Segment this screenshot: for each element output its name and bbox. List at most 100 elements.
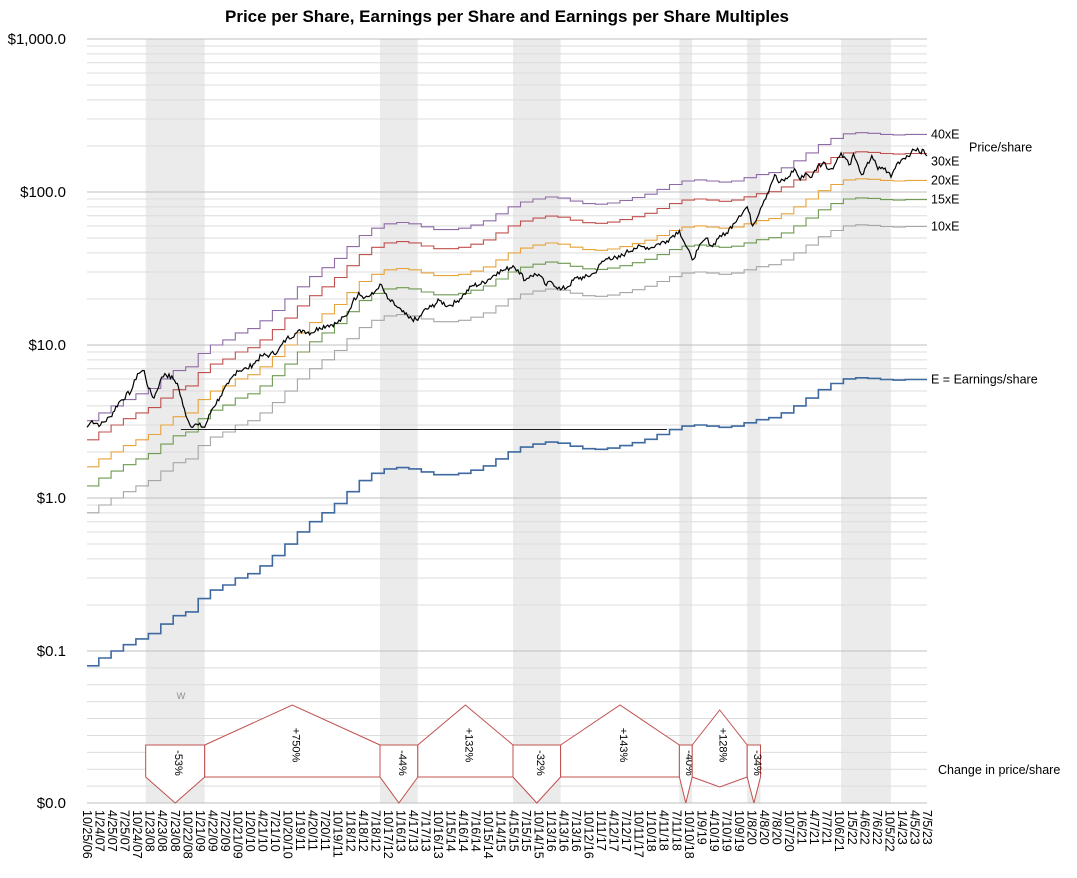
x-tick-label: 1/20/10 bbox=[243, 810, 257, 852]
x-tick-label: 4/15/15 bbox=[506, 810, 520, 852]
change-annotation-5: +143% bbox=[560, 704, 680, 778]
series-label-15xE: 15xE bbox=[931, 193, 960, 207]
series-line-30xE bbox=[87, 151, 927, 441]
x-tick-label: 4/13/16 bbox=[556, 810, 570, 852]
x-tick-label: 1/23/08 bbox=[143, 810, 157, 852]
x-tick-label: 1/21/09 bbox=[193, 810, 207, 852]
series-line-40xE bbox=[87, 132, 927, 422]
x-tick-label: 4/8/20 bbox=[757, 810, 771, 845]
x-tick-label: 4/10/19 bbox=[707, 810, 721, 852]
change-annotation-1: +750% bbox=[204, 704, 381, 778]
series-line-10xE bbox=[87, 224, 927, 514]
x-tick-label: 10/20/10 bbox=[281, 810, 295, 859]
x-tick-label: 4/16/14 bbox=[456, 810, 470, 852]
change-annotation-2: -44% bbox=[379, 744, 419, 804]
x-axis-labels: 10/25/061/24/074/25/077/25/0710/24/071/2… bbox=[80, 810, 934, 859]
x-tick-label: 4/22/09 bbox=[205, 810, 219, 852]
change-label: -53% bbox=[172, 750, 184, 776]
x-tick-label: 7/18/12 bbox=[368, 810, 382, 852]
x-tick-label: 7/12/17 bbox=[619, 810, 633, 852]
change-label: -44% bbox=[396, 750, 408, 776]
x-tick-label: 1/15/14 bbox=[444, 810, 458, 852]
x-tick-label: 7/8/20 bbox=[770, 810, 784, 845]
y-tick-label: $100.0 bbox=[20, 184, 66, 201]
change-arrow bbox=[379, 744, 419, 804]
x-tick-label: 10/16/13 bbox=[431, 810, 445, 859]
changes-caption: Change in price/share bbox=[938, 763, 1060, 777]
x-tick-label: 1/6/21 bbox=[795, 810, 809, 845]
x-tick-label: 1/19/11 bbox=[293, 810, 307, 851]
change-label: -34% bbox=[751, 750, 763, 776]
change-label: +750% bbox=[289, 728, 301, 763]
change-annotation-8: -34% bbox=[746, 744, 763, 804]
change-annotation-4: -32% bbox=[512, 744, 562, 804]
x-tick-label: 1/16/13 bbox=[393, 810, 407, 852]
series-label-earnings: E = Earnings/share bbox=[931, 373, 1038, 387]
x-tick-label: 4/12/17 bbox=[607, 810, 621, 852]
series-label-40xE: 40xE bbox=[931, 127, 960, 141]
series-line-15xE bbox=[87, 197, 927, 487]
shaded-period-1 bbox=[380, 39, 418, 803]
x-tick-label: 4/18/12 bbox=[356, 810, 370, 852]
y-tick-label-bottom: $0.0 bbox=[37, 795, 66, 812]
x-tick-label: 7/13/16 bbox=[569, 810, 583, 852]
x-tick-label: 7/15/15 bbox=[519, 810, 533, 852]
x-tick-label: 7/5/23 bbox=[920, 810, 934, 845]
x-tick-label: 10/7/20 bbox=[782, 810, 796, 852]
series bbox=[86, 132, 928, 667]
x-tick-label: 10/15/14 bbox=[481, 810, 495, 859]
x-tick-label: 4/21/10 bbox=[256, 810, 270, 852]
change-label: -32% bbox=[534, 750, 546, 776]
x-tick-label: 1/5/22 bbox=[845, 810, 859, 845]
change-annotation-3: +132% bbox=[417, 704, 514, 778]
x-tick-label: 7/10/19 bbox=[719, 810, 733, 852]
x-tick-label: 10/24/07 bbox=[130, 810, 144, 859]
x-tick-label: 4/6/22 bbox=[857, 810, 871, 845]
x-tick-label: 1/13/16 bbox=[544, 810, 558, 852]
change-arrow bbox=[145, 744, 206, 804]
x-tick-label: 7/17/13 bbox=[419, 810, 433, 852]
x-tick-label: 10/17/12 bbox=[381, 810, 395, 859]
y-tick-label: $0.1 bbox=[37, 643, 66, 660]
x-tick-label: 10/11/17 bbox=[632, 810, 646, 858]
x-tick-label: 1/18/12 bbox=[343, 810, 357, 852]
x-tick-label: 1/8/20 bbox=[744, 810, 758, 845]
x-tick-label: 10/5/22 bbox=[882, 810, 896, 852]
series-label-20xE: 20xE bbox=[931, 173, 960, 187]
change-label: +128% bbox=[717, 728, 729, 763]
series-labels: 40xE 30xE 20xE 15xE 10xE E = Earnings/share Pr… bbox=[931, 127, 1038, 386]
x-tick-label: 7/23/08 bbox=[168, 810, 182, 852]
change-label: +132% bbox=[462, 728, 474, 763]
series-label-price: Price/share bbox=[969, 141, 1032, 155]
shaded-period-2 bbox=[513, 39, 561, 803]
series-label-30xE: 30xE bbox=[931, 155, 960, 169]
series-line-price bbox=[86, 147, 928, 429]
x-tick-label: 7/7/21 bbox=[820, 810, 834, 845]
x-tick-label: 10/9/19 bbox=[732, 810, 746, 852]
x-tick-label: 4/7/21 bbox=[807, 810, 821, 845]
x-tick-label: 7/22/09 bbox=[218, 810, 232, 852]
series-line-20xE bbox=[87, 178, 927, 468]
x-tick-label: 7/6/22 bbox=[870, 810, 884, 845]
change-arrow bbox=[678, 744, 693, 804]
x-tick-label: 10/12/16 bbox=[581, 810, 595, 859]
x-tick-label: 1/11/17 bbox=[594, 810, 608, 851]
x-tick-label: 10/19/11 bbox=[331, 810, 345, 858]
x-tick-label: 4/23/08 bbox=[155, 810, 169, 852]
x-tick-label: 1/10/18 bbox=[644, 810, 658, 852]
x-tick-label: 7/21/10 bbox=[268, 810, 282, 852]
x-tick-label: 10/25/06 bbox=[80, 810, 94, 859]
x-tick-label: 4/11/18 bbox=[657, 810, 671, 851]
shaded-period-3 bbox=[679, 39, 693, 803]
y-axis-labels: $1,000.0 $100.0 $10.0 $1.0 $0.1 $0.0 bbox=[8, 31, 66, 812]
x-tick-label: 7/25/07 bbox=[118, 810, 132, 852]
x-tick-label: 1/24/07 bbox=[93, 810, 107, 852]
series-label-10xE: 10xE bbox=[931, 220, 960, 234]
series-line-earnings bbox=[87, 377, 927, 667]
change-arrow bbox=[512, 744, 562, 804]
x-tick-label: 4/25/07 bbox=[105, 810, 119, 852]
stray-mark: w bbox=[176, 688, 186, 702]
change-annotation-0: -53% bbox=[145, 744, 206, 804]
shaded-period-4 bbox=[747, 39, 761, 803]
